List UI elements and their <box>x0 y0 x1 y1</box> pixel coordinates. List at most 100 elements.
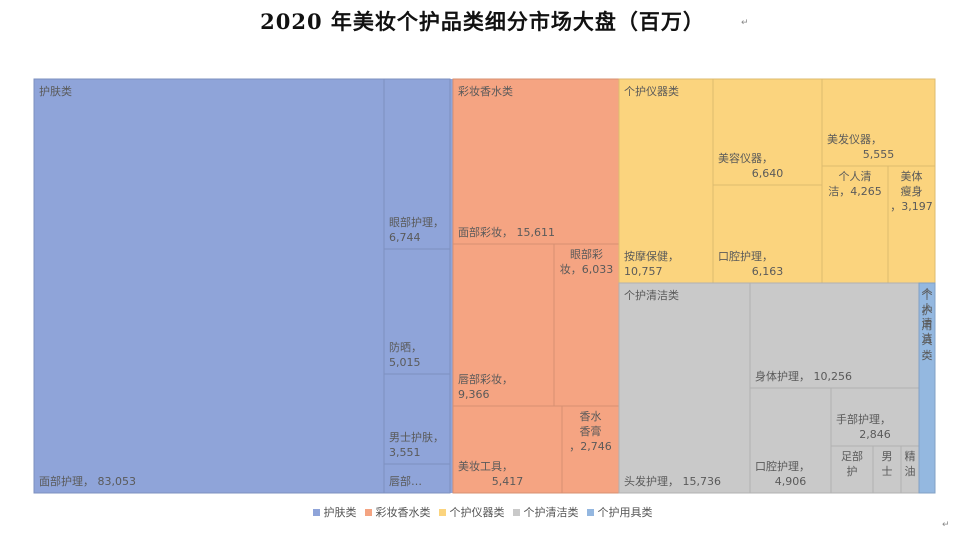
legend-swatch <box>312 509 320 516</box>
leaf-label: 个人清 <box>839 170 872 183</box>
category-label: 彩妆香水类 <box>458 84 513 98</box>
leaf-label: 身体护理， 10,256 <box>755 369 852 383</box>
legend-label: 个护清洁类 <box>523 506 579 519</box>
leaf-label: 面部护理， 83,053 <box>39 474 136 488</box>
category-label: 个护清洁类 <box>624 288 679 302</box>
leaf-label: 5,015 <box>389 356 421 369</box>
leaf-label: 洁，4,265 <box>828 185 882 198</box>
category-label: 用 <box>922 319 933 332</box>
leaf-label: 妆，6,033 <box>560 263 614 276</box>
legend-item: 护肤类 <box>312 504 357 520</box>
category-label: 个 <box>922 289 933 302</box>
treemap-leaf <box>33 78 385 494</box>
legend-label: 彩妆香水类 <box>375 506 431 519</box>
legend-label: 个护用具类 <box>597 506 653 519</box>
leaf-label: ，2,746 <box>569 440 612 453</box>
category-group: 按摩保健， 10,757 美容仪器， 6,640 口腔护理， 6,163 美发仪器， 5,55… <box>618 78 936 284</box>
leaf-label: 美发仪器， <box>827 132 882 146</box>
leaf-label: 6,163 <box>752 265 784 278</box>
legend-label: 个护仪器类 <box>449 506 505 519</box>
leaf-label: 手部护理， <box>836 412 891 426</box>
category-label: 个护仪器类 <box>624 84 679 98</box>
chart-title: 2020 年美妆个护品类细分市场大盘（百万） <box>260 9 705 34</box>
leaf-label: 6,640 <box>752 167 784 180</box>
leaf-label: 士 <box>882 465 893 478</box>
legend-item: 彩妆香水类 <box>364 504 431 520</box>
legend-swatch <box>512 509 520 516</box>
leaf-label: 按摩保健， <box>624 249 679 263</box>
leaf-label: 美妆工具， <box>458 460 513 473</box>
leaf-label: 香水 <box>580 410 602 423</box>
treemap-leaf <box>712 78 823 186</box>
category-group: 面部护理， 83,053 眼部护理， 6,744 防晒， 5,015 男士护肤， 3,551… <box>33 78 453 494</box>
leaf-label: 眼部护理， <box>389 215 444 229</box>
leaf-label: 3,551 <box>389 446 421 459</box>
category-label: 护 <box>922 303 933 317</box>
treemap-leaf <box>383 78 451 250</box>
leaf-label: 口腔护理， <box>755 459 810 473</box>
leaf-label: 洁 <box>922 332 933 345</box>
legend-swatch <box>586 509 594 516</box>
leaf-label: 面部彩妆， 15,611 <box>458 225 555 239</box>
legend-label: 护肤类 <box>323 506 357 519</box>
legend-item: 个护仪器类 <box>438 504 505 520</box>
treemap-leaf <box>918 282 936 494</box>
treemap-leaf <box>618 282 751 494</box>
treemap-leaf <box>830 387 920 447</box>
leaf-label: 美容仪器， <box>718 151 773 165</box>
treemap-leaf <box>872 445 902 494</box>
treemap-leaf <box>821 165 889 284</box>
leaf-label: 4,906 <box>775 475 807 488</box>
leaf-label: 人 <box>922 302 933 315</box>
leaf-label: 美体 <box>901 169 923 183</box>
leaf-label: 10,757 <box>624 265 663 278</box>
leaf-label: 5,417 <box>492 475 524 488</box>
leaf-label: ，3,197 <box>890 200 933 213</box>
leaf-label: 男士护肤， <box>389 430 444 444</box>
leaf-label: 足部 <box>841 449 863 463</box>
treemap-leaf <box>749 387 832 494</box>
legend-swatch <box>364 509 372 516</box>
leaf-label: 男 <box>882 450 893 463</box>
legend-item: 个护清洁类 <box>512 504 579 520</box>
leaf-label: 唇部彩妆， <box>458 372 513 386</box>
leaf-label: 清 <box>922 317 933 330</box>
treemap-leaf <box>383 248 451 375</box>
paragraph-mark: ↵ <box>741 18 749 28</box>
treemap-leaf <box>887 165 936 284</box>
treemap-leaf <box>383 373 451 465</box>
leaf-label: 6,744 <box>389 231 421 244</box>
leaf-label: 9,366 <box>458 388 490 401</box>
leaf-label: 唇部… <box>389 474 422 488</box>
leaf-label: 口腔护理， <box>718 249 773 263</box>
leaf-label: 香膏 <box>580 424 602 438</box>
treemap-leaf <box>452 405 563 494</box>
leaf-label: … <box>922 347 933 360</box>
treemap-leaf <box>821 78 936 167</box>
legend-swatch <box>438 509 446 516</box>
treemap-leaf <box>553 243 620 407</box>
treemap-leaf <box>561 405 620 494</box>
leaf-label: 5,555 <box>863 148 895 161</box>
legend: 护肤类 彩妆香水类 个护仪器类 个护清洁类 个护用具类 <box>0 504 965 520</box>
leaf-label: 头发护理， 15,736 <box>624 474 721 488</box>
legend-item: 个护用具类 <box>586 504 653 520</box>
paragraph-mark-bottom: ↵ <box>942 520 950 530</box>
category-label: 类 <box>922 348 933 362</box>
treemap-leaf <box>383 463 451 494</box>
leaf-label: 油 <box>905 464 916 478</box>
category-group: 头发护理， 15,736 身体护理， 10,256 口腔护理， 4,906 手部护理， 2… <box>618 282 920 494</box>
leaf-label: 2,846 <box>859 428 891 441</box>
leaf-label: 护 <box>847 464 858 478</box>
treemap-leaf <box>749 282 920 389</box>
leaf-label: 眼部彩 <box>570 247 603 261</box>
category-label: 具 <box>922 334 933 347</box>
leaf-label: 个 <box>922 287 933 300</box>
category-label: 护肤类 <box>39 84 72 98</box>
treemap-leaf <box>618 78 714 284</box>
leaf-label: 精 <box>905 450 916 463</box>
treemap-leaf <box>452 78 620 245</box>
